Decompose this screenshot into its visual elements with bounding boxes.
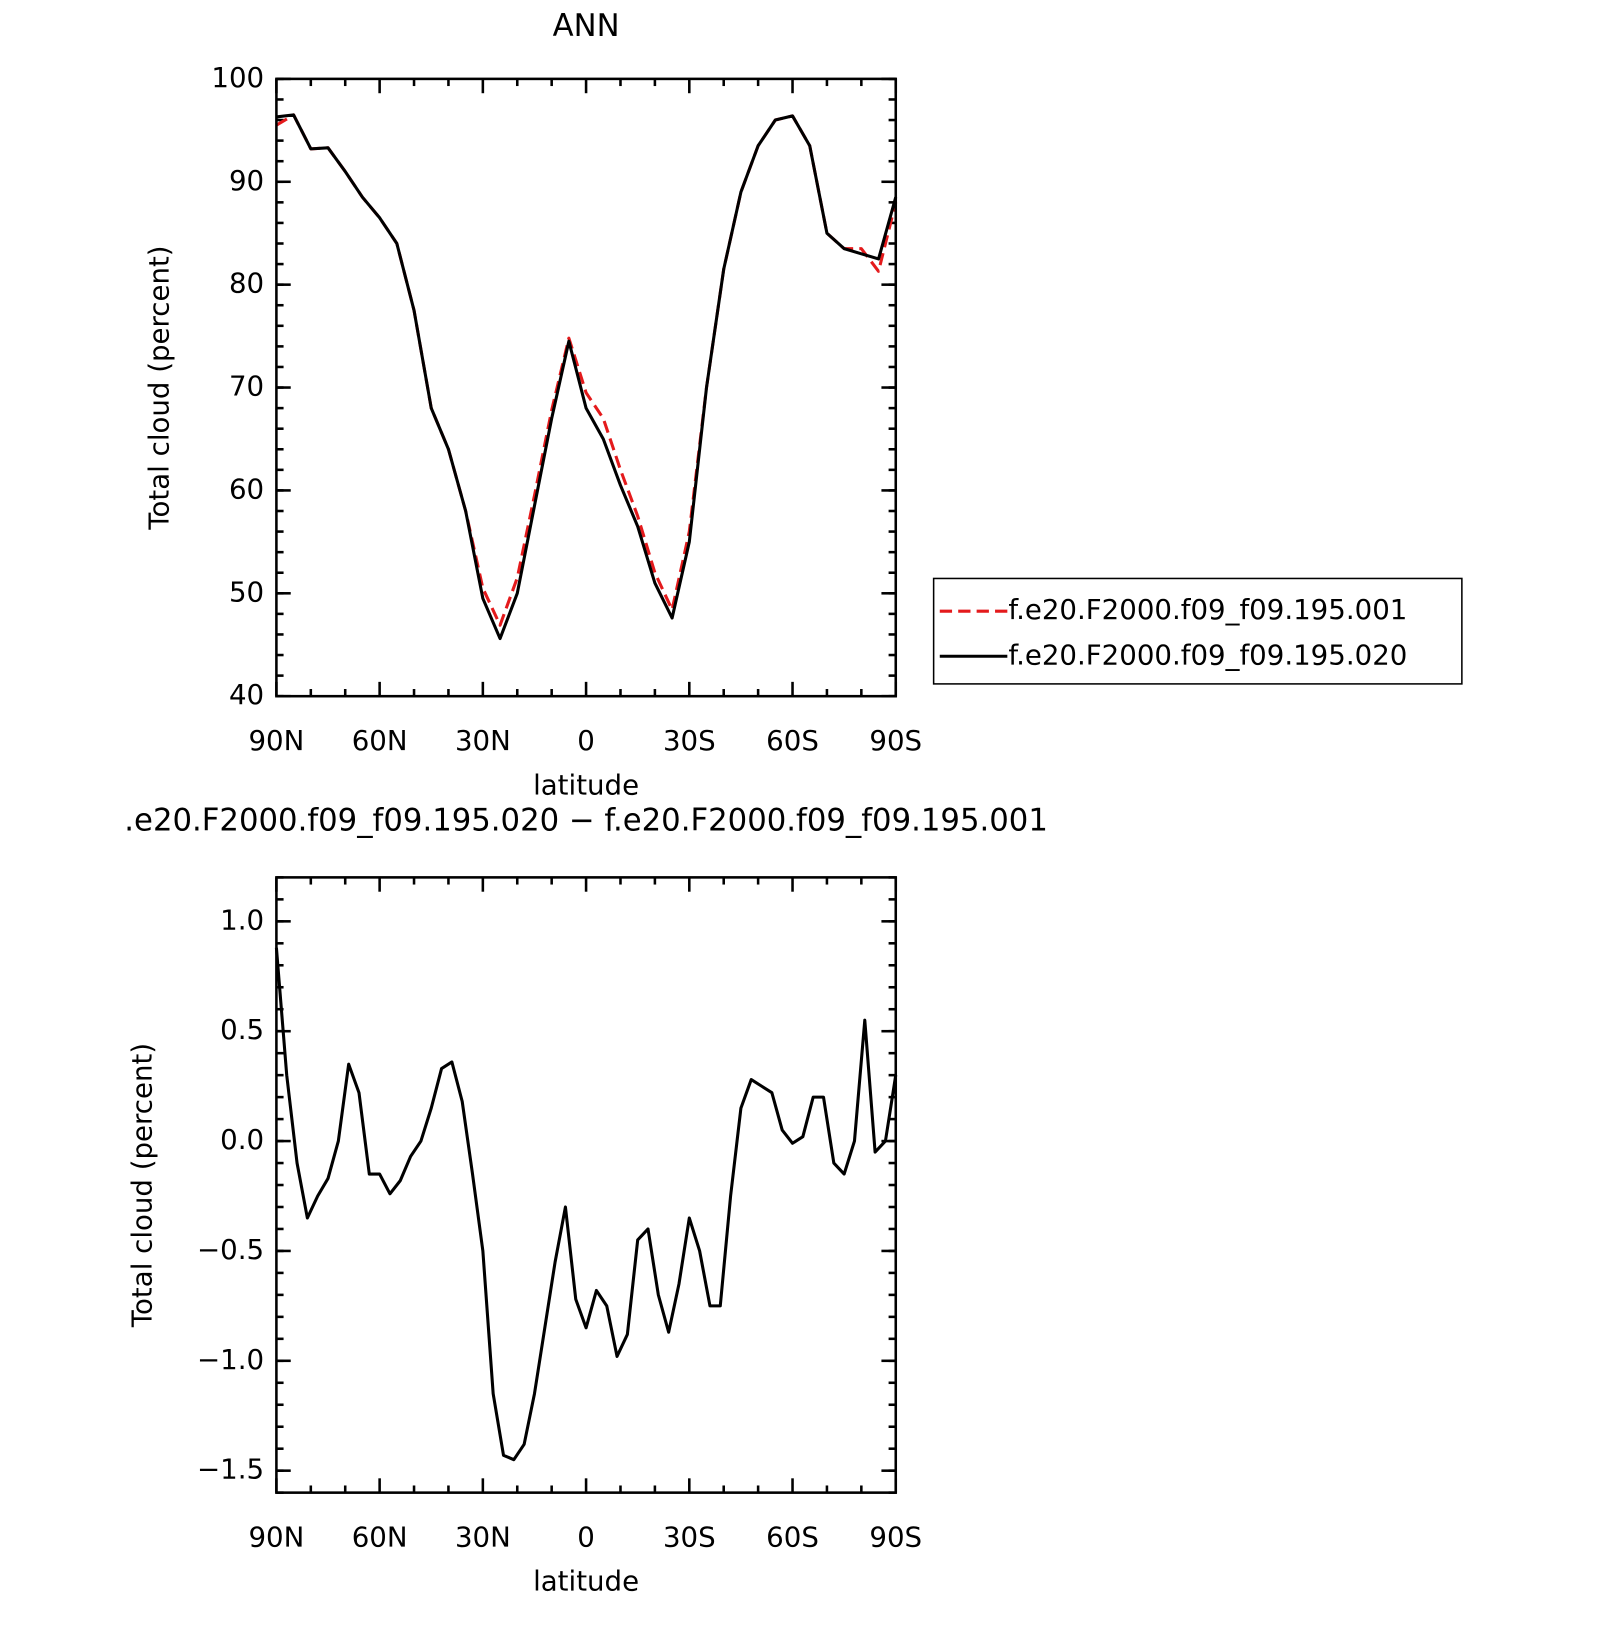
- y-tick-label: 1.0: [220, 903, 264, 936]
- x-axis-label: latitude: [533, 768, 639, 801]
- chart-title: ANN: [553, 8, 620, 44]
- legend-box: [932, 577, 1463, 685]
- y-axis-label: Total cloud (percent): [125, 1043, 158, 1328]
- x-tick-label: 30S: [663, 1521, 716, 1554]
- x-tick-label: 60S: [766, 724, 819, 757]
- x-tick-label: 60N: [352, 724, 408, 757]
- legend-label: f.e20.F2000.f09_f09.195.001: [1008, 593, 1407, 626]
- x-tick-label: 90N: [248, 724, 304, 757]
- x-tick-label: 0: [577, 724, 595, 757]
- y-tick-label: 60: [229, 472, 264, 505]
- data-line: [274, 947, 898, 1462]
- y-tick-label: −0.5: [197, 1233, 264, 1266]
- y-tick-label: 50: [229, 575, 264, 608]
- x-tick-label: 30N: [455, 724, 511, 757]
- y-tick-label: −1.0: [197, 1343, 264, 1376]
- y-tick-label: 40: [229, 678, 264, 711]
- data-line: [276, 113, 898, 641]
- legend-label: f.e20.F2000.f09_f09.195.020: [1008, 638, 1407, 671]
- x-axis-label: latitude: [533, 1565, 639, 1598]
- x-tick-label: 90S: [869, 1521, 922, 1554]
- y-axis-label: Total cloud (percent): [143, 245, 176, 530]
- data-line: [275, 113, 898, 627]
- x-tick-label: 0: [577, 1521, 595, 1554]
- chart-title: .e20.F2000.f09_f09.195.020 − f.e20.F2000…: [124, 803, 1048, 839]
- y-tick-label: 100: [211, 61, 264, 94]
- y-tick-label: 0.5: [220, 1013, 264, 1046]
- x-tick-label: 90S: [869, 724, 922, 757]
- x-tick-label: 30N: [455, 1521, 511, 1554]
- x-tick-label: 60S: [766, 1521, 819, 1554]
- x-tick-label: 30S: [663, 724, 716, 757]
- y-tick-label: 70: [229, 370, 264, 403]
- y-tick-label: −1.5: [197, 1453, 264, 1486]
- y-tick-label: 90: [229, 164, 264, 197]
- x-tick-label: 90N: [248, 1521, 304, 1554]
- plot-frame: [275, 876, 898, 1494]
- x-tick-label: 60N: [352, 1521, 408, 1554]
- y-tick-label: 80: [229, 267, 264, 300]
- plot-frame: [275, 77, 898, 698]
- y-tick-label: 0.0: [220, 1123, 264, 1156]
